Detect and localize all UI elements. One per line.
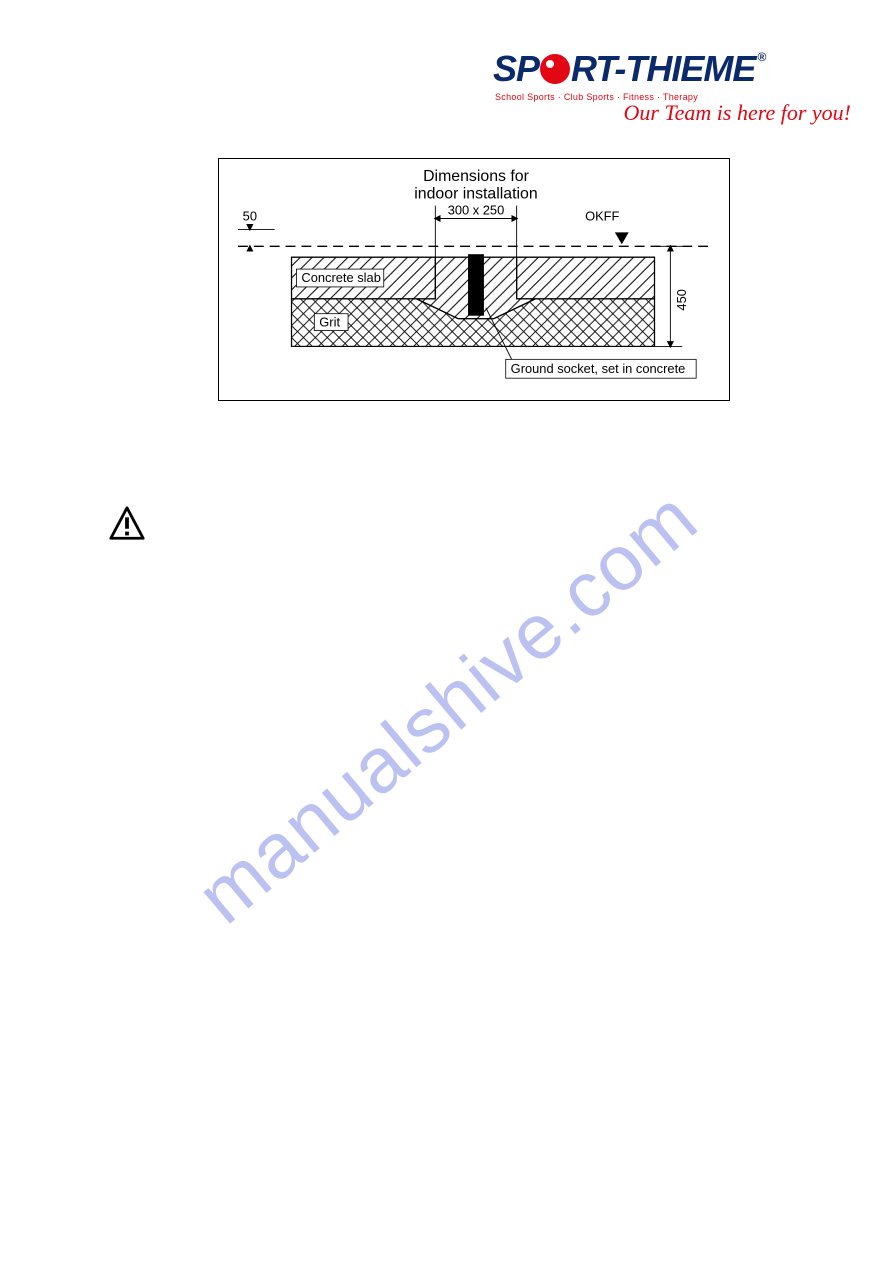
logo-ball-icon [540,54,570,84]
logo-prefix: SP [493,48,539,90]
dim-right: 450 [674,289,689,310]
grit-label: Grit [319,315,340,330]
okff-label: OKFF [585,208,619,223]
okff-marker-icon [615,232,629,244]
watermark: manualshive.com [179,473,714,942]
brand-logo: SP RT-THIEME ® School Sports · Club Spor… [493,48,853,126]
warning-icon [108,505,146,543]
dim-top: 300 x 250 [448,203,505,218]
logo-registered: ® [757,50,765,64]
callout-text: Ground socket, set in concrete [511,361,686,376]
installation-diagram: Dimensions for indoor installation OKFF … [218,158,730,401]
diagram-title-line2: indoor installation [414,186,537,203]
diagram-title-line1: Dimensions for [423,168,529,185]
ground-socket [468,254,484,315]
concrete-slab-right [517,257,655,299]
logo-wordmark: SP RT-THIEME ® [493,48,853,90]
logo-tagline: Our Team is here for you! [493,100,851,126]
dim-left: 50 [243,208,257,223]
diagram-svg: Dimensions for indoor installation OKFF … [219,159,729,400]
logo-suffix: RT-THIEME [571,48,755,90]
slab-label: Concrete slab [301,270,380,285]
